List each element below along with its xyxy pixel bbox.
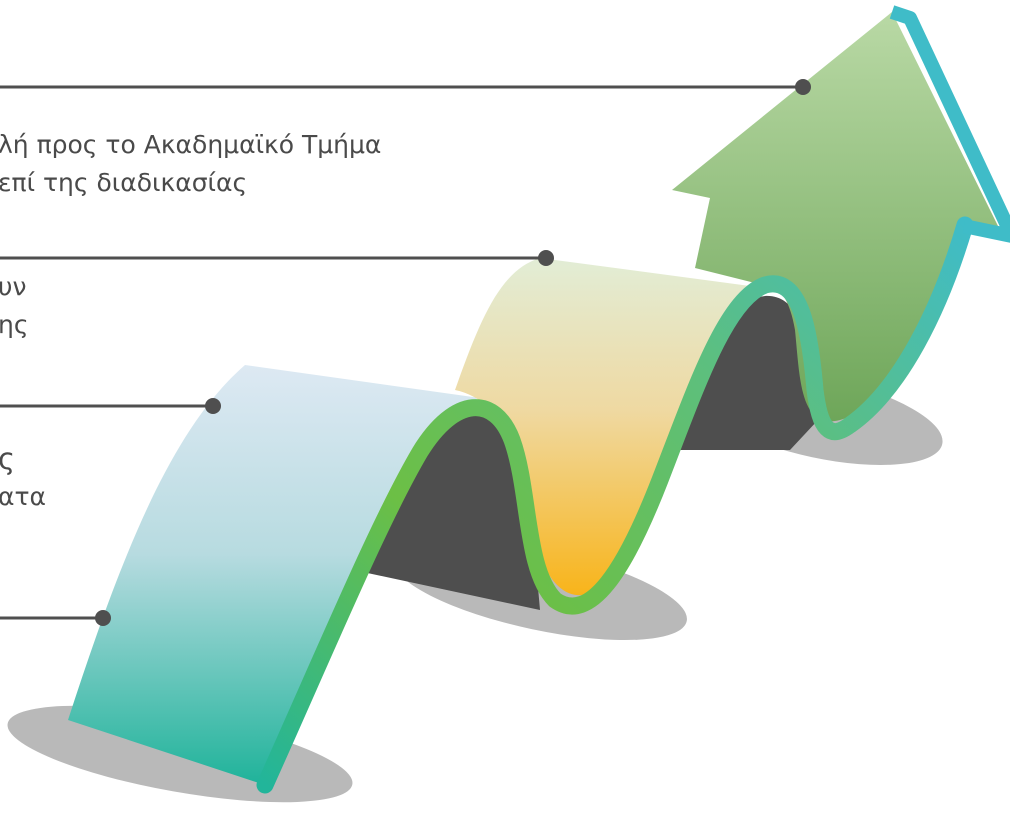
step-3-line-2: ατα	[0, 482, 47, 511]
step-3-line-1: ς	[0, 442, 16, 476]
step-1-line-1: λή προς το Ακαδημαϊκό Τμήμα	[0, 130, 382, 159]
dark-face-2	[680, 295, 818, 450]
ribbon-arrow-head	[672, 12, 1000, 422]
connector-dot-3	[205, 398, 221, 414]
connector-dot-1	[795, 79, 811, 95]
step-2-line-2: ης	[0, 310, 29, 339]
connector-lines	[0, 79, 811, 626]
ribbon-edge	[256, 216, 974, 794]
connector-dot-4	[95, 610, 111, 626]
step-text-1: λή προς το Ακαδημαϊκό Τμήμα επί της διαδ…	[0, 126, 381, 202]
ribbon-segment-2	[455, 258, 780, 596]
step-text-3: ς ατα	[0, 440, 46, 516]
step-1-line-2: επί της διαδικασίας	[0, 168, 248, 197]
connector-dot-2	[538, 250, 554, 266]
arrow-side-edge	[889, 5, 1010, 243]
dark-face-1	[330, 411, 540, 610]
ribbon-segment-1	[68, 365, 480, 785]
step-2-line-1: υν	[0, 272, 27, 301]
ribbon-dark-faces	[330, 295, 818, 610]
step-text-2: υν ης	[0, 268, 29, 344]
